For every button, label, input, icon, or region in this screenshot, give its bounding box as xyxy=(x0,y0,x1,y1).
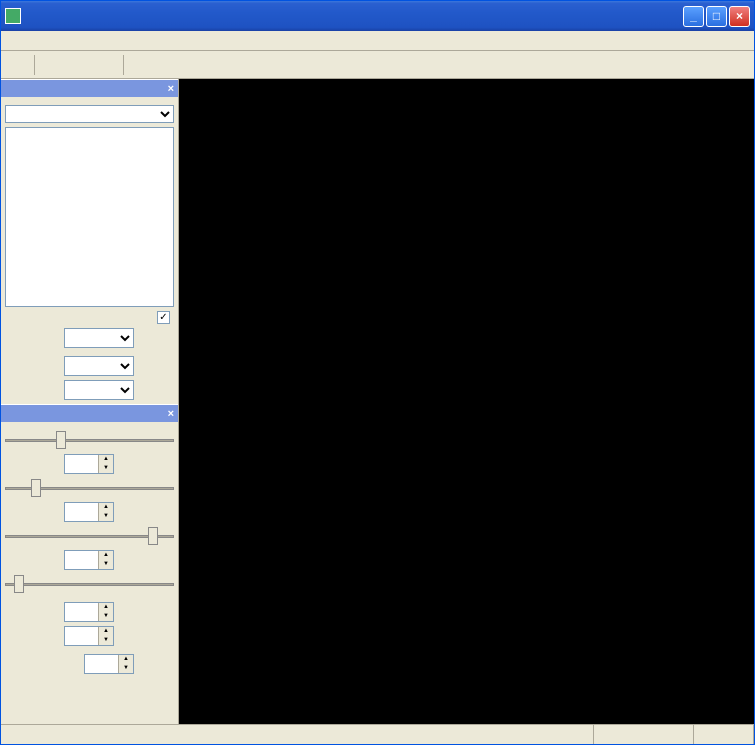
minimum-input[interactable]: ▲▼ xyxy=(64,626,114,646)
cut-icon[interactable] xyxy=(42,54,64,76)
wasserfall-close-icon[interactable]: × xyxy=(168,408,174,420)
waterfall-display xyxy=(179,376,754,724)
referenz-input[interactable]: ▲▼ xyxy=(64,454,114,474)
maximize-button[interactable]: □ xyxy=(706,6,727,27)
video-select[interactable] xyxy=(64,380,134,400)
rauschen-input[interactable]: ▲▼ xyxy=(64,550,114,570)
menu-extras[interactable] xyxy=(59,39,75,43)
status-empty xyxy=(694,725,754,744)
level-slider[interactable] xyxy=(5,430,174,450)
close-button[interactable]: × xyxy=(729,6,750,27)
dynamik-slider[interactable] xyxy=(5,526,174,546)
pulsemode-checkbox[interactable]: ✓ xyxy=(157,311,170,324)
referenz-slider[interactable] xyxy=(5,478,174,498)
status-ready xyxy=(1,725,594,744)
profil-select[interactable] xyxy=(5,105,174,123)
lightning-icon[interactable] xyxy=(5,54,27,76)
paste-icon[interactable] xyxy=(94,54,116,76)
speed-input[interactable]: ▲▼ xyxy=(84,654,134,674)
menu-bearbeiten[interactable] xyxy=(23,39,39,43)
spectrum-chart xyxy=(179,79,754,376)
menu-help[interactable] xyxy=(77,39,93,43)
demod-select[interactable] xyxy=(64,328,134,348)
copy-icon[interactable] xyxy=(68,54,90,76)
wasserfall-header: × xyxy=(1,404,178,422)
resolution-select[interactable] xyxy=(64,356,134,376)
pause-icon[interactable] xyxy=(209,54,231,76)
app-icon xyxy=(5,8,21,24)
menubar xyxy=(1,31,754,51)
scanbereich-header: × xyxy=(1,79,178,97)
back-icon[interactable] xyxy=(131,54,153,76)
titlebar: _ □ × xyxy=(1,1,754,31)
anzahl-input[interactable]: ▲▼ xyxy=(64,602,114,622)
menu-ansicht[interactable] xyxy=(41,39,57,43)
status-read xyxy=(594,725,694,744)
scanbereich-close-icon[interactable]: × xyxy=(168,83,174,95)
statusbar xyxy=(1,724,754,744)
toolbar xyxy=(1,51,754,79)
profile-listbox[interactable] xyxy=(5,127,174,307)
stop-icon[interactable] xyxy=(183,54,205,76)
minimize-button[interactable]: _ xyxy=(683,6,704,27)
menu-datei[interactable] xyxy=(5,39,21,43)
dynamik-input[interactable]: ▲▼ xyxy=(64,502,114,522)
play-icon[interactable] xyxy=(157,54,179,76)
rauschen-slider[interactable] xyxy=(5,574,174,594)
